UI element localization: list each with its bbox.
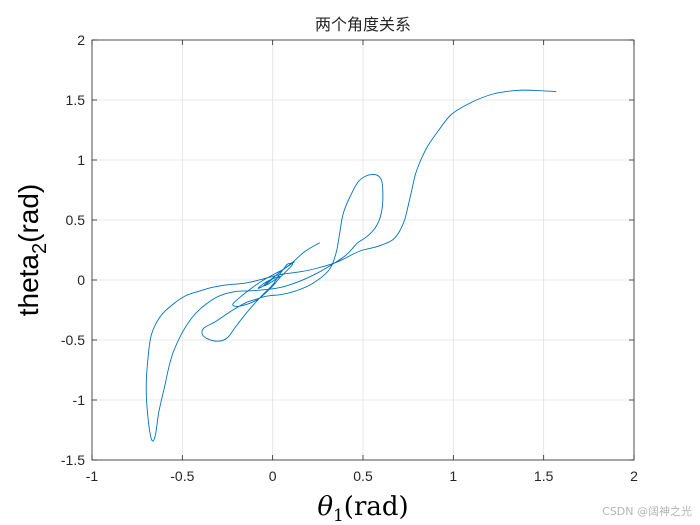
y-tick-label: 0.5 xyxy=(66,212,86,228)
series-line-theta xyxy=(145,89,557,442)
x-tick-label: 2 xyxy=(630,468,638,484)
y-tick-label: 1 xyxy=(77,152,85,168)
y-tick-label: 2 xyxy=(77,32,85,48)
x-tick-label: 1.5 xyxy=(534,468,554,484)
x-tick-label: -1 xyxy=(86,468,99,484)
x-tick-label: 0 xyxy=(269,468,277,484)
y-tick-label: 1.5 xyxy=(66,92,86,108)
x-tick-label: 0.5 xyxy=(353,468,373,484)
x-tick-labels: -1 -0.5 0 0.5 1 1.5 2 xyxy=(86,468,638,484)
y-tick-label: -0.5 xyxy=(61,332,85,348)
watermark: CSDN @阔神之光 xyxy=(602,504,692,518)
y-tick-label: -1.5 xyxy=(61,452,85,468)
x-tick-label: 1 xyxy=(449,468,457,484)
y-tick-label: -1 xyxy=(73,392,86,408)
x-axis-label: θ1(rad) xyxy=(317,492,408,525)
x-tick-label: -0.5 xyxy=(170,468,194,484)
y-tick-labels: -1.5 -1 -0.5 0 0.5 1 1.5 2 xyxy=(61,32,85,468)
y-tick-label: 0 xyxy=(77,272,85,288)
chart-title: 两个角度关系 xyxy=(315,15,411,34)
plot-frame xyxy=(91,39,635,461)
y-axis-label: theta2(rad) xyxy=(13,184,51,317)
